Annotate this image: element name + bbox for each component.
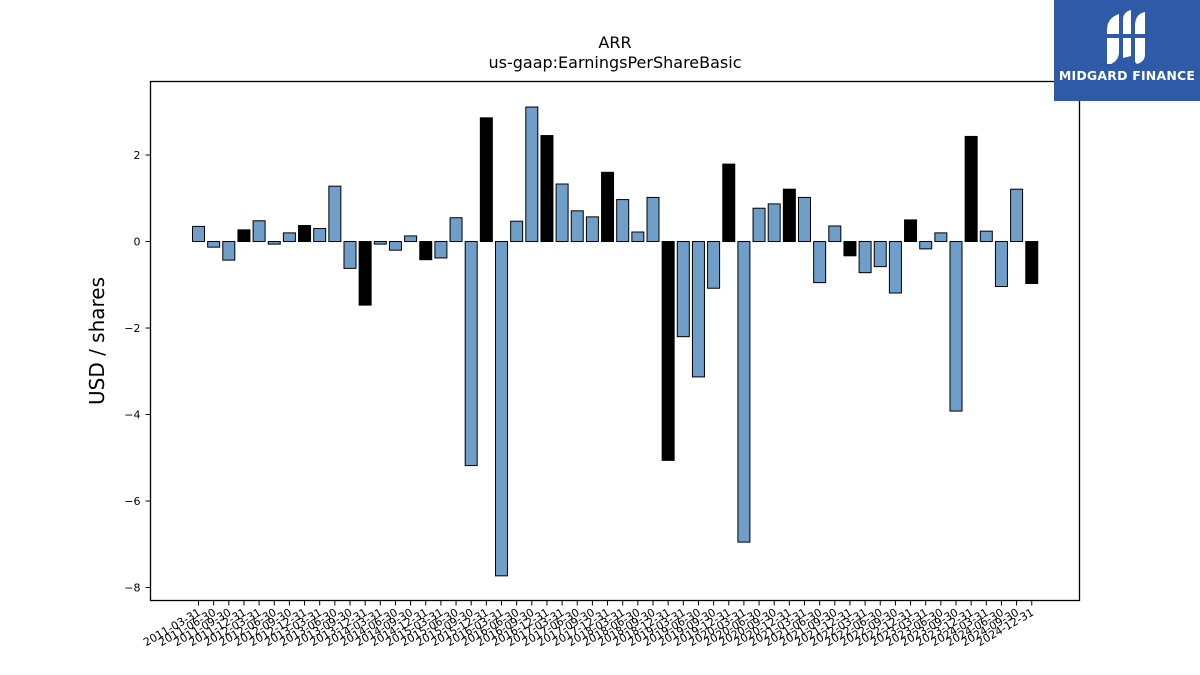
bar-2019-06-30 — [691, 241, 705, 378]
bar-2020-03-31 — [737, 241, 751, 543]
y-tick-label: −4 — [124, 409, 140, 422]
y-axis-label: USD / shares — [85, 277, 109, 405]
bar-2019-09-30 — [707, 241, 721, 289]
bar-2015-03-31 — [434, 241, 448, 259]
bar-2016-12-31 — [540, 135, 554, 243]
bar-2011-03-31 — [192, 225, 205, 243]
y-tick-label: −2 — [124, 322, 140, 335]
bar-2015-09-30 — [464, 241, 478, 467]
bar-2018-06-30 — [631, 231, 645, 243]
bar-2017-12-31 — [601, 171, 615, 243]
bar-2013-09-30 — [343, 241, 357, 269]
bar-2017-09-30 — [585, 216, 599, 243]
bars-layer — [192, 106, 1039, 577]
bar-2015-12-31 — [479, 117, 493, 243]
bar-2012-12-31 — [298, 225, 312, 243]
bar-2014-12-31 — [419, 241, 433, 261]
bar-2021-03-31 — [798, 196, 811, 243]
bar-2024-03-31 — [979, 230, 993, 243]
bar-2024-12-31 — [1025, 241, 1039, 284]
bar-2022-03-31 — [858, 241, 872, 274]
bar-2020-09-30 — [767, 203, 781, 243]
bar-2013-06-30 — [328, 185, 342, 243]
bar-2021-12-31 — [843, 241, 857, 257]
y-axis-ticks: 2 0 −2 −4 −6 −8 — [124, 149, 151, 595]
bar-2017-06-30 — [570, 210, 584, 243]
bar-2023-09-30 — [949, 241, 963, 412]
bar-2022-06-30 — [873, 241, 887, 268]
bar-2022-12-31 — [904, 219, 918, 243]
midgard-logo-icon — [1105, 10, 1149, 64]
brand-name: MIDGARD FINANCE — [1058, 68, 1196, 83]
bar-2023-12-31 — [964, 135, 978, 243]
bar-2018-12-31 — [661, 241, 675, 461]
bar-2018-09-30 — [646, 196, 660, 243]
y-tick-label: 0 — [134, 236, 141, 249]
y-tick-label: −8 — [124, 582, 140, 595]
bar-2014-03-31 — [373, 241, 387, 245]
bar-2016-09-30 — [525, 106, 539, 243]
y-tick-label: −6 — [124, 495, 140, 508]
bar-2015-06-30 — [449, 217, 463, 243]
bar-2017-03-31 — [555, 183, 569, 243]
bar-2013-12-31 — [358, 241, 372, 306]
bar-2019-12-31 — [722, 163, 736, 243]
bar-2016-03-31 — [495, 241, 508, 577]
chart-title: ARR — [598, 33, 631, 52]
bar-2019-03-31 — [676, 241, 690, 338]
bar-2018-03-31 — [616, 199, 630, 243]
bar-2011-12-31 — [237, 229, 251, 243]
bar-2012-03-31 — [252, 220, 266, 243]
bar-2011-09-30 — [222, 241, 236, 261]
chart-subtitle: us-gaap:EarningsPerShareBasic — [488, 53, 741, 72]
bar-2021-06-30 — [813, 241, 827, 284]
x-axis-ticks: 2011-03-312011-06-302011-09-302011-12-31… — [141, 600, 1036, 649]
bar-2023-06-30 — [934, 232, 948, 243]
plot-frame — [149, 80, 1081, 602]
bar-2024-06-30 — [994, 241, 1008, 288]
bar-2020-06-30 — [752, 207, 766, 243]
bar-2020-12-31 — [782, 188, 796, 243]
bar-2011-06-30 — [207, 241, 221, 248]
brand-logo: MIDGARD FINANCE — [1054, 0, 1200, 101]
bar-2024-09-30 — [1010, 188, 1024, 243]
bar-2016-06-30 — [510, 220, 524, 243]
bar-2013-03-31 — [313, 228, 327, 243]
y-tick-label: 2 — [134, 149, 141, 162]
bar-2014-09-30 — [404, 235, 418, 243]
bar-2014-06-30 — [388, 241, 402, 251]
bar-2012-06-30 — [267, 241, 281, 245]
bar-2022-09-30 — [888, 241, 902, 294]
bar-2021-09-30 — [828, 225, 842, 243]
bar-2012-09-30 — [282, 232, 296, 243]
bar-2023-03-31 — [919, 241, 933, 250]
